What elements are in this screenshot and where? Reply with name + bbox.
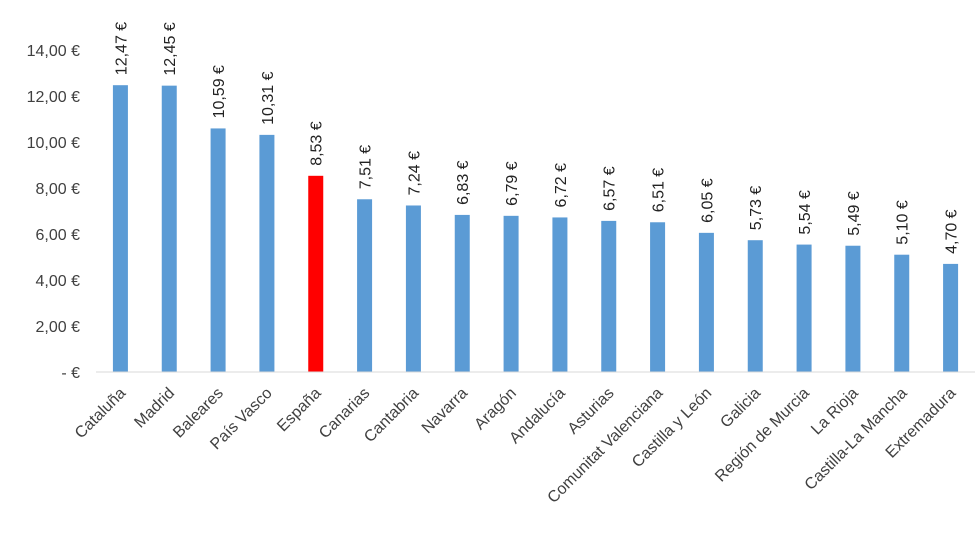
bar-highlight — [308, 175, 324, 372]
bar — [894, 254, 910, 372]
x-tick-label: Aragón — [471, 385, 520, 434]
data-label: 5,54 € — [797, 190, 814, 235]
data-label: 6,57 € — [602, 166, 619, 211]
bar — [601, 220, 617, 372]
y-tick-label: 8,00 € — [36, 181, 81, 198]
x-tick-label: Galicia — [717, 385, 764, 432]
data-label: 7,24 € — [406, 151, 423, 196]
data-label: 10,59 € — [211, 65, 228, 118]
data-label: 6,05 € — [699, 178, 716, 223]
y-tick-label: 6,00 € — [36, 227, 81, 244]
bar — [747, 240, 763, 372]
y-tick-label: 2,00 € — [36, 319, 81, 336]
bar — [650, 222, 666, 372]
data-label: 5,10 € — [895, 200, 912, 245]
bar — [796, 244, 812, 372]
bar — [552, 217, 568, 372]
data-label: 6,79 € — [504, 161, 521, 206]
y-tick-label: 12,00 € — [27, 89, 80, 106]
bar — [943, 263, 959, 372]
data-label: 8,53 € — [309, 121, 326, 166]
data-label: 4,70 € — [944, 209, 961, 254]
y-tick-label: 4,00 € — [36, 273, 81, 290]
x-tick-label: Madrid — [131, 385, 178, 432]
bar — [112, 85, 128, 372]
data-labels: 12,47 € 12,45 € 10,59 € 10,31 € 8,53 € 7,51 €… — [113, 22, 960, 254]
x-tick-label: Navarra — [419, 385, 471, 437]
bar — [259, 134, 275, 372]
data-label: 5,73 € — [748, 186, 765, 231]
bar — [698, 232, 714, 372]
x-tick-label: España — [274, 385, 324, 435]
data-label: 5,49 € — [846, 191, 863, 236]
bar — [161, 85, 177, 373]
bar — [454, 214, 470, 372]
bar — [210, 128, 226, 372]
data-label: 6,83 € — [455, 160, 472, 205]
y-axis: - € 2,00 € 4,00 € 6,00 € 8,00 € 10,00 € 12,00 … — [27, 43, 80, 382]
data-label: 7,51 € — [358, 145, 375, 190]
data-label: 10,31 € — [260, 71, 277, 124]
data-label: 6,51 € — [651, 168, 668, 213]
x-tick-label: Cataluña — [72, 385, 129, 442]
bar — [503, 215, 519, 372]
data-label: 6,72 € — [553, 163, 570, 208]
y-tick-label: 14,00 € — [27, 43, 80, 60]
data-label: 12,47 € — [113, 22, 130, 75]
x-tick-label: Región de Murcia — [712, 385, 813, 486]
bar — [405, 205, 421, 372]
bar — [357, 199, 373, 372]
bars — [112, 85, 959, 373]
y-tick-label: - € — [61, 365, 80, 382]
bar — [845, 245, 861, 372]
y-tick-label: 10,00 € — [27, 135, 80, 152]
data-label: 12,45 € — [162, 22, 179, 75]
